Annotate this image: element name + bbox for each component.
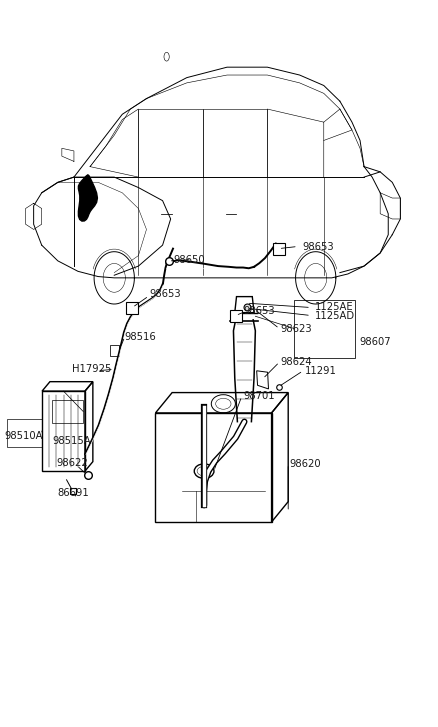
- Text: 98701: 98701: [243, 391, 275, 401]
- Text: H17925: H17925: [72, 364, 112, 374]
- Text: 98620: 98620: [289, 459, 321, 469]
- Text: 1125AD: 1125AD: [314, 310, 355, 321]
- Text: 98624: 98624: [280, 357, 312, 367]
- Text: 98622: 98622: [56, 458, 88, 468]
- Text: 98515A: 98515A: [53, 436, 91, 446]
- Bar: [294, 300, 355, 358]
- Bar: [110, 345, 119, 356]
- Text: 86691: 86691: [57, 488, 88, 498]
- Text: 11291: 11291: [304, 366, 336, 376]
- Text: 98653: 98653: [243, 306, 275, 316]
- Bar: [52, 400, 83, 423]
- Text: 98516: 98516: [125, 332, 156, 342]
- Text: 98653: 98653: [302, 242, 334, 252]
- Text: 98650: 98650: [173, 255, 205, 265]
- Text: 98510A: 98510A: [4, 431, 43, 441]
- Bar: [7, 419, 42, 447]
- Text: 98607: 98607: [359, 337, 391, 347]
- Text: 1125AE: 1125AE: [314, 302, 353, 312]
- Polygon shape: [78, 175, 97, 221]
- Text: 98653: 98653: [149, 289, 180, 300]
- Text: 98623: 98623: [280, 324, 312, 334]
